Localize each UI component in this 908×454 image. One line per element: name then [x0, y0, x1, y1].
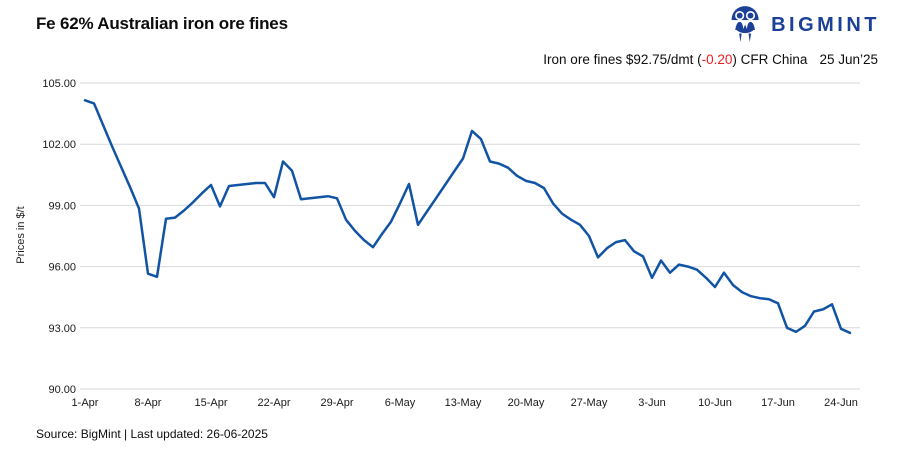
y-tick-label: 102.00 [42, 139, 76, 151]
price-ticker: Iron ore fines $92.75/dmt (-0.20) CFR Ch… [543, 52, 878, 67]
x-tick-label: 20-May [508, 397, 545, 409]
x-tick-label: 3-Jun [638, 397, 666, 409]
brand-name: BIGMINT [771, 13, 880, 36]
x-tick-label: 13-May [445, 397, 482, 409]
y-tick-label: 99.00 [48, 200, 76, 212]
y-tick-label: 93.00 [48, 323, 76, 335]
x-tick-label: 29-Apr [320, 397, 353, 409]
price-line [83, 99, 852, 335]
source-note: Source: BigMint | Last updated: 26-06-20… [36, 427, 268, 441]
x-tick-label: 8-Apr [135, 397, 162, 409]
x-tick-label: 27-May [571, 397, 608, 409]
x-tick-label: 17-Jun [761, 397, 795, 409]
x-tick-label: 15-Apr [194, 397, 227, 409]
y-tick-label: 90.00 [48, 384, 76, 396]
ticker-label: Iron ore fines $92.75/dmt ( [543, 52, 702, 67]
page-title: Fe 62% Australian iron ore fines [36, 14, 288, 33]
ticker-date: 25 Jun’25 [819, 52, 878, 67]
y-tick-label: 96.00 [48, 262, 76, 274]
ticker-basis: ) CFR China [732, 52, 808, 67]
x-tick-label: 6-May [385, 397, 416, 409]
y-tick-label: 105.00 [42, 78, 76, 90]
bigmint-logo-icon [729, 6, 761, 43]
price-change-value: -0.20 [701, 52, 733, 67]
x-tick-label: 24-Jun [824, 397, 858, 409]
x-tick-label: 22-Apr [257, 397, 290, 409]
x-tick-label: 1-Apr [72, 397, 99, 409]
x-tick-label: 10-Jun [698, 397, 732, 409]
bigmint-logo: BIGMINT [728, 5, 880, 45]
